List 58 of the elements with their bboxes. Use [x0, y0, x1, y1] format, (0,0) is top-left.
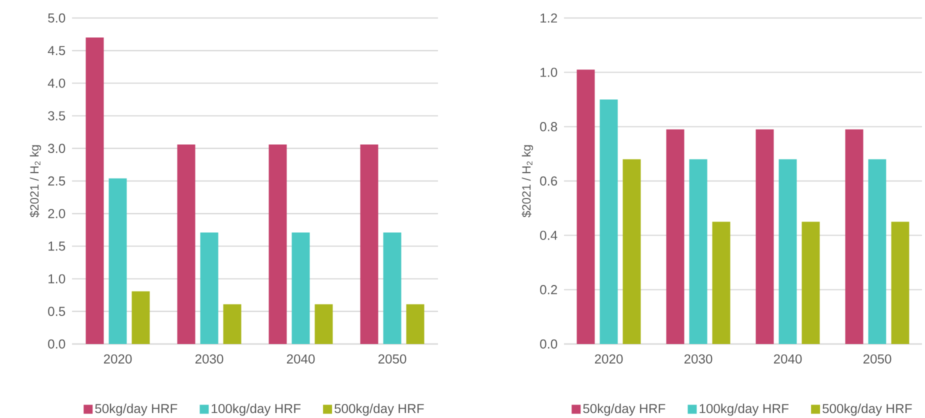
x-tick-label: 2030 — [684, 354, 712, 364]
y-tick-label: 2.5 — [48, 176, 66, 186]
y-tick-label: 3.5 — [48, 111, 66, 120]
bar — [845, 129, 864, 344]
legend-label: 100kg/day HRF — [700, 404, 789, 416]
bar — [689, 159, 708, 344]
bar — [891, 222, 910, 344]
x-tick-label: 2040 — [286, 354, 315, 364]
bar — [802, 222, 820, 344]
bar — [108, 178, 127, 344]
x-tick-label: 2020 — [594, 354, 623, 364]
y-axis-title: $2021 / H$_{2}$ kg — [522, 145, 534, 218]
x-tick-label: 2030 — [195, 354, 224, 364]
y-tick-label: 1.5 — [48, 242, 66, 251]
bar — [600, 100, 618, 344]
y-tick-label: 1.0 — [48, 274, 66, 284]
y-tick-label: 3.0 — [48, 144, 66, 153]
bar — [314, 304, 333, 344]
y-tick-label: 0.0 — [48, 339, 66, 349]
x-tick-label: 2050 — [378, 354, 406, 364]
x-tick-label: 2020 — [104, 354, 132, 364]
y-tick-label: 0.8 — [540, 122, 558, 132]
y-tick-label: 1.2 — [540, 13, 557, 23]
bar — [756, 129, 774, 344]
y-tick-label: 0.4 — [540, 230, 558, 240]
bar — [200, 232, 218, 344]
bar — [778, 159, 797, 344]
y-tick-label: 0.2 — [540, 285, 557, 294]
bar — [622, 159, 641, 344]
bar — [868, 159, 886, 344]
y-tick-label: 0.6 — [540, 176, 558, 186]
y-tick-label: 4.0 — [48, 78, 66, 88]
bar — [383, 232, 402, 344]
bar — [86, 38, 104, 344]
bar — [406, 304, 424, 344]
bar — [292, 232, 310, 344]
bar — [177, 144, 196, 344]
y-tick-label: 0.0 — [540, 339, 558, 349]
legend-label: 500kg/day HRF — [334, 404, 424, 416]
bar — [360, 144, 378, 344]
x-tick-label: 2050 — [863, 354, 892, 364]
bar — [268, 144, 287, 344]
y-tick-label: 2.0 — [48, 208, 66, 218]
bar — [712, 222, 730, 344]
legend-label: 50kg/day HRF — [583, 404, 666, 416]
legend-label: 500kg/day HRF — [822, 404, 912, 416]
y-axis-title: $2021 / H$_{2}$ kg — [30, 145, 42, 218]
bar — [223, 304, 242, 344]
x-tick-label: 2040 — [774, 354, 802, 364]
bar — [576, 70, 595, 344]
y-tick-label: 5.0 — [48, 13, 66, 23]
y-tick-label: 0.5 — [48, 306, 66, 316]
y-tick-label: 4.5 — [48, 46, 66, 56]
y-tick-label: 1.0 — [540, 68, 558, 77]
bar — [132, 291, 150, 344]
legend-label: 50kg/day HRF — [95, 404, 178, 416]
legend-label: 100kg/day HRF — [212, 404, 300, 416]
bar — [666, 129, 684, 344]
